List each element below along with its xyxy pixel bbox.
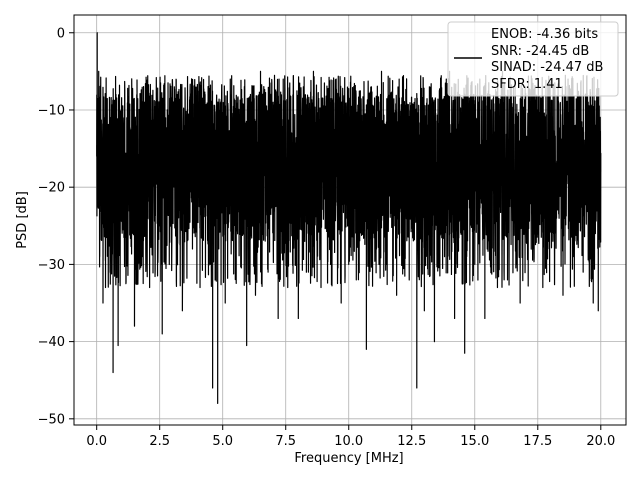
legend-box (447, 21, 619, 97)
y-axis: 0 −10 −20 −30 −40 −50 (38, 26, 74, 427)
x-axis: 0.0 2.5 5.0 7.5 10.0 12.5 15.0 17.5 20.0 (86, 425, 615, 449)
x-tick-label: 10.0 (334, 434, 363, 449)
x-tick-label: 15.0 (460, 434, 489, 449)
y-axis-label: PSD [dB] (15, 191, 30, 249)
plot-area (96, 32, 602, 404)
x-tick-label: 20.0 (586, 434, 615, 449)
y-tick-label: −50 (38, 412, 65, 427)
legend: ENOB: -4.36 bits SNR: -24.45 dB SINAD: -… (447, 21, 619, 97)
y-tick-label: −20 (38, 181, 65, 196)
x-tick-label: 12.5 (397, 434, 426, 449)
y-tick-label: −10 (38, 103, 65, 118)
x-tick-label: 5.0 (212, 434, 233, 449)
legend-entry-sfdr: SFDR: 1.41 (491, 77, 563, 92)
psd-series-line (96, 32, 602, 404)
y-tick-label: −40 (38, 335, 65, 350)
legend-entry-enob: ENOB: -4.36 bits (491, 27, 598, 42)
x-tick-label: 2.5 (149, 434, 170, 449)
legend-entry-snr: SNR: -24.45 dB (491, 44, 589, 59)
x-tick-label: 17.5 (523, 434, 552, 449)
x-tick-label: 7.5 (275, 434, 296, 449)
x-tick-label: 0.0 (86, 434, 107, 449)
plot-frame (73, 14, 627, 426)
legend-entry-sinad: SINAD: -24.47 dB (491, 60, 603, 75)
y-tick-label: 0 (57, 26, 65, 41)
x-axis-label: Frequency [MHz] (294, 451, 403, 466)
y-tick-label: −30 (38, 258, 65, 273)
